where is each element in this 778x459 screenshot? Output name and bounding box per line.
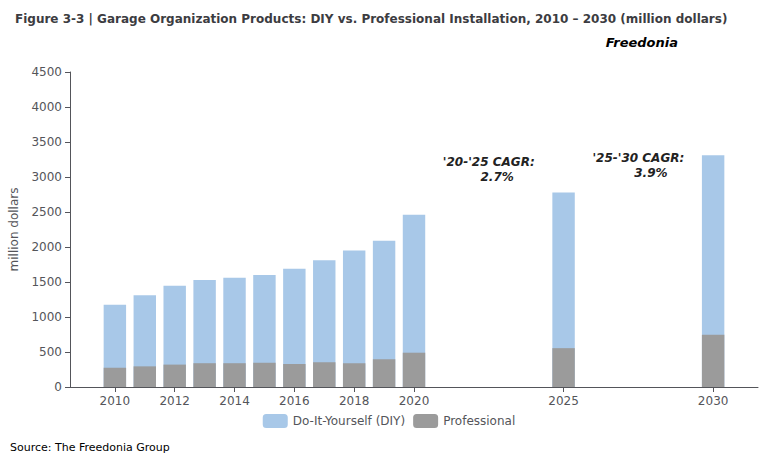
svg-text:2012: 2012: [159, 394, 190, 408]
svg-text:2.7%: 2.7%: [464, 170, 514, 184]
svg-text:'20-'25 CAGR:: '20-'25 CAGR:: [443, 155, 535, 169]
svg-text:3500: 3500: [31, 135, 62, 149]
svg-text:3000: 3000: [31, 170, 62, 184]
svg-text:500: 500: [39, 345, 62, 359]
svg-text:Freedonia: Freedonia: [606, 35, 678, 50]
svg-text:2500: 2500: [31, 205, 62, 219]
svg-text:'25-'30 CAGR:: '25-'30 CAGR:: [592, 151, 684, 165]
svg-text:Figure 3-3 | Garage Organizati: Figure 3-3 | Garage Organization Product…: [15, 12, 727, 26]
svg-text:2000: 2000: [31, 240, 62, 254]
svg-text:Do-It-Yourself (DIY): Do-It-Yourself (DIY): [293, 414, 405, 428]
svg-text:2014: 2014: [219, 394, 250, 408]
svg-text:million dollars: million dollars: [7, 188, 21, 272]
svg-text:Professional: Professional: [443, 414, 515, 428]
svg-text:1500: 1500: [31, 275, 62, 289]
svg-text:2010: 2010: [100, 394, 131, 408]
svg-text:3.9%: 3.9%: [609, 166, 667, 180]
svg-text:2016: 2016: [279, 394, 310, 408]
svg-text:2018: 2018: [339, 394, 370, 408]
svg-text:1000: 1000: [31, 310, 62, 324]
svg-text:4500: 4500: [31, 65, 62, 79]
svg-text:2025: 2025: [548, 394, 579, 408]
svg-text:2020: 2020: [399, 394, 430, 408]
svg-text:0: 0: [54, 380, 62, 394]
svg-text:2030: 2030: [698, 394, 729, 408]
svg-text:4000: 4000: [31, 100, 62, 114]
svg-text:Source: The Freedonia Group: Source: The Freedonia Group: [10, 441, 170, 454]
